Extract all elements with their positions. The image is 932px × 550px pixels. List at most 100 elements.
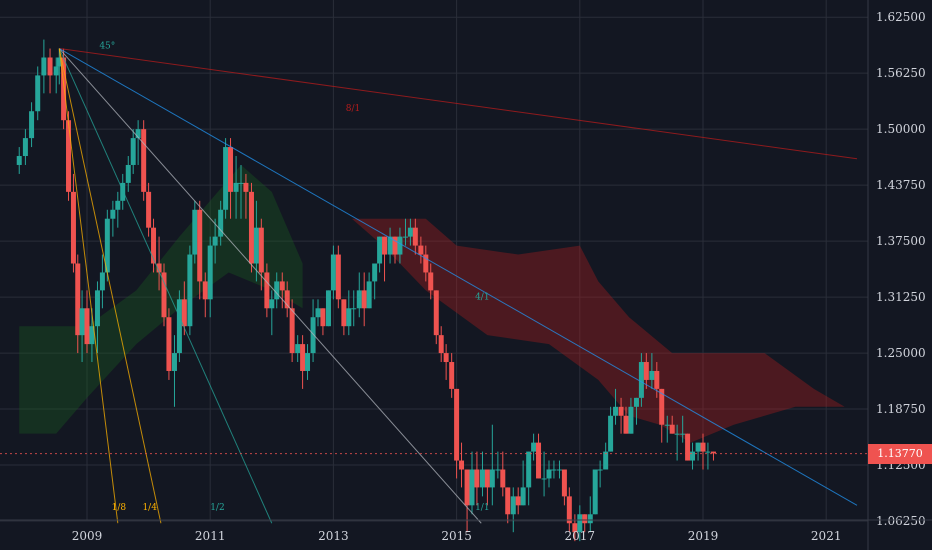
candle-body — [623, 415, 629, 434]
candle-body — [70, 191, 76, 264]
candle-body — [284, 290, 290, 309]
candle-body — [520, 487, 526, 506]
candle-body — [16, 156, 22, 165]
candle-body — [289, 308, 295, 354]
candle-body — [161, 272, 167, 318]
candle-body — [402, 236, 408, 238]
candle-body — [654, 370, 660, 389]
gann-fan-label: 45° — [99, 42, 115, 52]
candle-body — [618, 406, 624, 416]
candle-body — [669, 424, 675, 434]
y-tick-label: 1.62500 — [876, 10, 926, 24]
candle-body — [664, 424, 670, 426]
candle-body — [243, 182, 249, 192]
candle-body — [192, 209, 198, 255]
candle-body — [638, 362, 644, 398]
candle-body — [218, 209, 224, 237]
candle-body — [269, 299, 275, 309]
candle-body — [320, 308, 326, 327]
candle-body — [120, 182, 126, 201]
candle-body — [197, 209, 203, 282]
x-tick-label: 2009 — [72, 529, 103, 543]
gann-fan-line — [58, 48, 273, 524]
candle-body — [377, 236, 383, 264]
candle-body — [531, 442, 537, 452]
candle-body — [79, 308, 85, 336]
x-tick-label: 2017 — [565, 529, 596, 543]
gann-fan-label: 1/2 — [210, 503, 224, 513]
gann-fan-line — [58, 48, 162, 524]
candle-body — [84, 308, 90, 345]
candle-body — [459, 460, 465, 470]
candle-body — [695, 442, 701, 452]
candle-body — [464, 469, 470, 506]
candle-body — [500, 469, 506, 488]
candle-body — [151, 227, 157, 264]
candle-body — [705, 451, 711, 453]
candle-body — [674, 433, 680, 435]
gann-fan-line — [58, 48, 482, 524]
candle-body — [56, 57, 62, 67]
candles — [16, 39, 716, 542]
gann-fan-label: 8/1 — [346, 104, 360, 114]
candle-body — [181, 299, 187, 327]
kumo-bull — [19, 164, 303, 434]
candle-body — [253, 227, 259, 264]
candle-body — [551, 469, 557, 471]
candle-body — [300, 344, 306, 371]
candle-body — [35, 75, 41, 112]
last-price-badge: 1.13770 — [868, 443, 932, 464]
candle-body — [659, 388, 665, 425]
candle-body — [207, 245, 213, 300]
candle-body — [515, 496, 521, 506]
candle-body — [489, 469, 495, 488]
candle-body — [130, 138, 136, 165]
candle-body — [433, 290, 439, 336]
candle-body — [449, 362, 455, 389]
candle-body — [613, 406, 619, 416]
candle-body — [685, 433, 691, 461]
candle-body — [228, 147, 234, 192]
candle-body — [223, 147, 229, 210]
candle-body — [146, 191, 152, 228]
candle-body — [99, 272, 105, 291]
x-tick-label: 2015 — [441, 529, 472, 543]
candle-body — [22, 138, 28, 157]
candle-body — [356, 290, 362, 309]
candle-body — [526, 451, 532, 488]
candle-body — [397, 236, 403, 255]
candle-body — [141, 129, 147, 192]
candle-body — [176, 299, 182, 354]
candle-body — [469, 469, 475, 506]
candle-body — [603, 451, 609, 470]
y-tick-label: 1.50000 — [876, 122, 926, 136]
candle-body — [505, 487, 511, 515]
candle-body — [690, 451, 696, 461]
gann-fan-label: 1/8 — [112, 503, 127, 513]
candle-body — [366, 281, 372, 309]
candle-body — [592, 469, 598, 515]
y-tick-label: 1.18750 — [876, 402, 926, 416]
candle-body — [135, 129, 141, 139]
candle-body — [305, 353, 311, 371]
candle-body — [387, 236, 393, 255]
candle-body — [484, 469, 490, 488]
indicator-overlays — [19, 164, 845, 443]
candle-body — [587, 514, 593, 524]
candle-body — [156, 263, 162, 273]
candle-body — [295, 344, 301, 354]
candle-body — [412, 227, 418, 246]
candle-body — [104, 218, 110, 273]
candle-body — [418, 245, 424, 255]
gann-fan-label: 1/4 — [142, 503, 157, 513]
candle-body — [310, 317, 316, 354]
candle-body — [47, 57, 53, 76]
x-tick-label: 2011 — [195, 529, 226, 543]
candle-body — [407, 227, 413, 237]
candle-body — [330, 254, 336, 291]
y-tick-label: 1.56250 — [876, 66, 926, 80]
y-tick-label: 1.43750 — [876, 178, 926, 192]
gann-fan-line — [59, 48, 858, 506]
